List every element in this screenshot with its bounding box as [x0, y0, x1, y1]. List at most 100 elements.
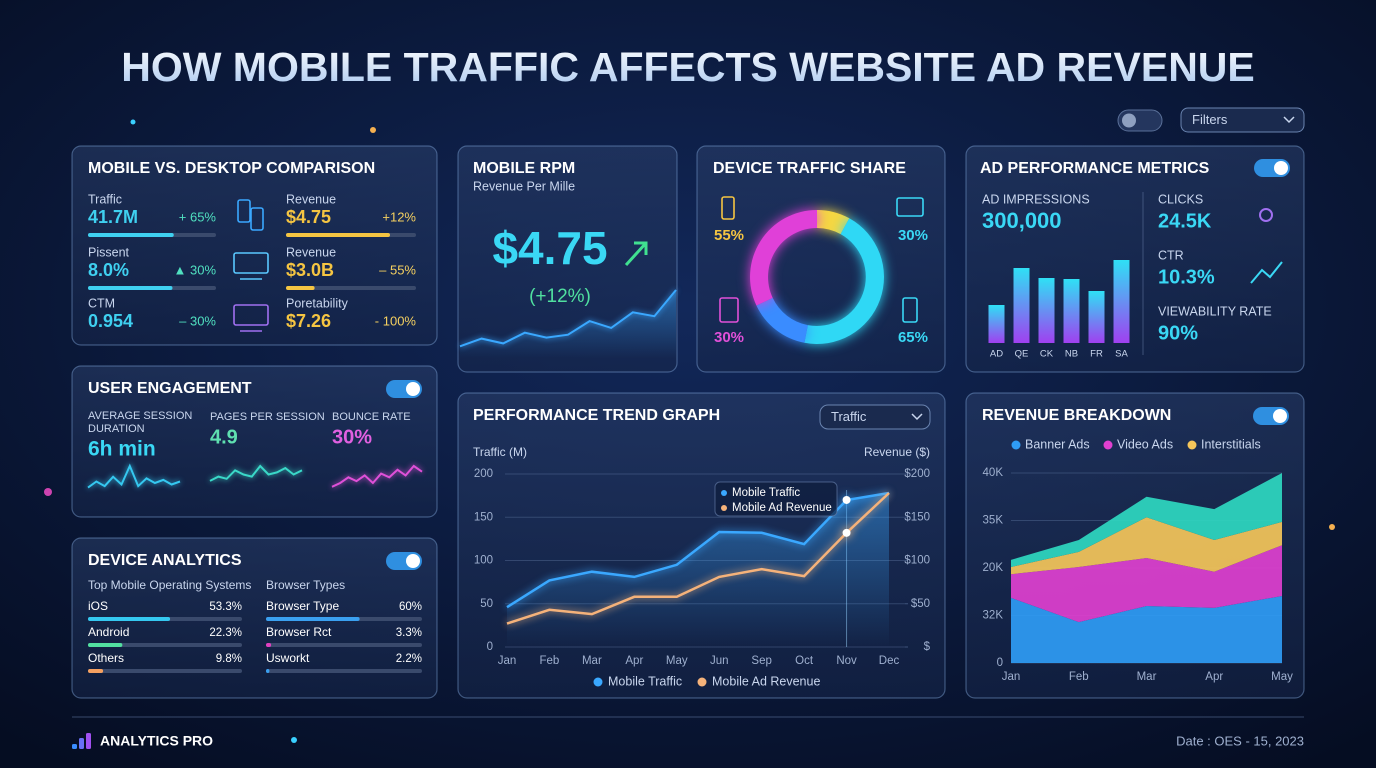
- legend-dot: [1011, 440, 1021, 450]
- metric-label: CTM: [88, 296, 115, 310]
- toggle-knob[interactable]: [1122, 113, 1136, 128]
- metric-value: 10.3%: [1158, 266, 1215, 288]
- bar: [1038, 278, 1055, 343]
- progress-bar: [286, 286, 315, 290]
- progress-track: [266, 643, 422, 647]
- metric-label: VIEWABILITY RATE: [1158, 304, 1272, 318]
- bar: [1113, 260, 1130, 343]
- progress-bar: [266, 643, 272, 647]
- group-title: Top Mobile Operating Systems: [88, 578, 251, 592]
- legend-label: Video Ads: [1117, 437, 1173, 451]
- focus-point: [842, 528, 851, 537]
- legend-label: Mobile Ad Revenue: [712, 674, 820, 688]
- y-tick-label: 32K: [983, 610, 1004, 622]
- legend-dot: [593, 677, 603, 687]
- x-tick-label: Oct: [795, 655, 814, 667]
- x-tick-label: FR: [1090, 349, 1103, 360]
- metric-value: $4.75: [286, 207, 331, 227]
- y-tick-label: 35K: [983, 515, 1004, 527]
- sparkline: [331, 464, 423, 488]
- series-line: [506, 492, 890, 625]
- metric-value: $3.0B: [286, 260, 334, 280]
- toggle-knob[interactable]: [1274, 161, 1288, 175]
- metric-change: - 100%: [375, 313, 417, 328]
- trend-arrow: [624, 241, 648, 267]
- toggle-knob[interactable]: [1273, 409, 1287, 423]
- share-label: 30%: [714, 329, 744, 346]
- row-label: Browser Rct: [266, 625, 332, 639]
- y2-tick-label: $200: [904, 468, 930, 480]
- brand: ANALYTICS PRO: [100, 733, 213, 749]
- metric-label: PAGES PER SESSION: [210, 411, 325, 423]
- bar: [988, 305, 1005, 343]
- logo-bar: [79, 738, 84, 749]
- device-icon: [233, 304, 269, 326]
- panel-title: AD PERFORMANCE METRICS: [980, 160, 1210, 177]
- metric-change: +12%: [382, 209, 416, 224]
- tooltip: [714, 481, 838, 517]
- x-tick-label: Jan: [498, 655, 517, 667]
- progress-bar: [88, 286, 173, 290]
- metric-label: BOUNCE RATE: [332, 411, 411, 423]
- donut-segment: [817, 210, 850, 235]
- progress-track: [266, 669, 422, 673]
- eye-icon: [1259, 208, 1273, 222]
- progress-bar: [88, 617, 171, 621]
- panel: [71, 145, 438, 346]
- share-label: 30%: [898, 227, 928, 244]
- y2-tick-label: $100: [904, 555, 930, 567]
- y-tick-label: 50: [480, 598, 493, 610]
- glow-dot: [130, 119, 136, 125]
- row-value: 2.2%: [396, 653, 422, 665]
- device-icon: [719, 297, 739, 323]
- x-tick-label: NB: [1065, 349, 1078, 360]
- bar: [1088, 291, 1105, 343]
- row-label: Usworkt: [266, 651, 310, 665]
- tooltip-label: Mobile Ad Revenue: [732, 502, 832, 514]
- progress-bar: [266, 669, 270, 673]
- glow-dot: [370, 127, 376, 133]
- x-tick-label: Dec: [879, 655, 900, 667]
- metric-value: 90%: [1158, 322, 1198, 344]
- progress-track: [286, 286, 416, 290]
- device-icon: [721, 196, 735, 220]
- device-icon: [250, 207, 264, 231]
- sparkline: [459, 289, 677, 348]
- legend-dot: [1187, 440, 1197, 450]
- donut-segment: [804, 218, 884, 344]
- chevron: [1283, 116, 1295, 124]
- y2-tick-label: $: [924, 641, 931, 653]
- device-icon: [896, 197, 924, 217]
- y-tick-label: 0: [487, 641, 493, 653]
- y-tick-label: 100: [474, 555, 493, 567]
- legend-label: Mobile Traffic: [608, 674, 682, 688]
- row-label: Others: [88, 651, 124, 665]
- x-tick-label: Jun: [710, 655, 729, 667]
- y-tick-label: 40K: [983, 467, 1004, 479]
- panel-title: DEVICE ANALYTICS: [88, 552, 242, 569]
- metric-change: ▲ 30%: [174, 262, 217, 277]
- axis-label: Traffic (M): [473, 445, 527, 459]
- metric-value: 30%: [332, 426, 372, 448]
- metric-label: Traffic: [88, 192, 122, 206]
- kpi-change: (+12%): [529, 286, 591, 307]
- y-tick-label: 0: [997, 657, 1003, 669]
- progress-bar: [88, 643, 123, 647]
- metric-change: + 65%: [179, 209, 217, 224]
- x-tick-label: QE: [1015, 349, 1029, 360]
- toggle-knob[interactable]: [406, 382, 420, 396]
- metric-label: CLICKS: [1158, 192, 1203, 206]
- y2-tick-label: $50: [911, 598, 930, 610]
- metric-label: Revenue: [286, 192, 336, 206]
- panel: [71, 537, 438, 699]
- filter-dropdown[interactable]: [1180, 107, 1305, 133]
- donut-segment: [756, 297, 808, 343]
- toggle-knob[interactable]: [406, 554, 420, 568]
- panel-title: REVENUE BREAKDOWN: [982, 407, 1171, 424]
- share-label: 55%: [714, 227, 744, 244]
- x-tick-label: AD: [990, 349, 1003, 360]
- legend-dot: [1103, 440, 1113, 450]
- area-layer: [1011, 596, 1282, 663]
- legend-label: Interstitials: [1201, 437, 1261, 451]
- trend-dropdown[interactable]: [819, 404, 931, 430]
